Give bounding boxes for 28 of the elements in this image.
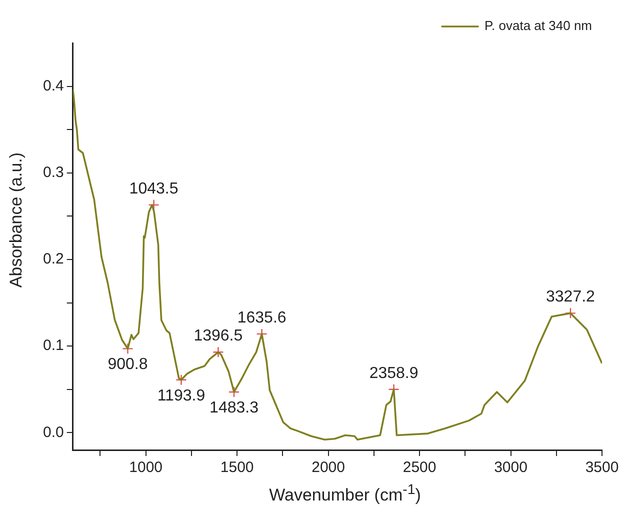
annotation: 1043.5 xyxy=(129,180,178,198)
x-tick-label: 1000 xyxy=(129,459,163,476)
point xyxy=(176,374,187,386)
y-tick-label: 0.0 xyxy=(42,424,64,441)
y-axis-title: Absorbance (a.u.) xyxy=(7,152,27,288)
x-tick-label: 3000 xyxy=(494,459,528,476)
annotation: 900.8 xyxy=(108,356,148,374)
annotation: 1193.9 xyxy=(157,387,206,404)
x-axis-title: Wavenumber (cm$^{-1}$) xyxy=(268,482,422,506)
x-tick-label: 3500 xyxy=(585,459,619,476)
x-tick-label: 2000 xyxy=(312,459,345,476)
annotation: 1635.6 xyxy=(237,309,286,326)
y-tick-label: 0.3 xyxy=(42,164,64,182)
annotation: 1483.3 xyxy=(210,399,259,416)
point xyxy=(122,343,134,354)
annotation: 3327.2 xyxy=(546,288,596,306)
y-tick-label: 0.1 xyxy=(42,337,64,354)
x-tick-label: 1500 xyxy=(220,459,254,476)
point xyxy=(148,199,160,211)
annotation: 2358.9 xyxy=(369,364,418,382)
point xyxy=(228,386,240,398)
y-tick-label: 0.4 xyxy=(42,77,64,94)
annotation: 1396.5 xyxy=(194,328,243,345)
legend-label: P. ovata at 340 nm xyxy=(484,18,592,34)
point xyxy=(212,346,224,358)
y-tick-label: 0.2 xyxy=(42,250,64,268)
point xyxy=(564,308,576,319)
x-tick-label: 2500 xyxy=(402,459,436,476)
